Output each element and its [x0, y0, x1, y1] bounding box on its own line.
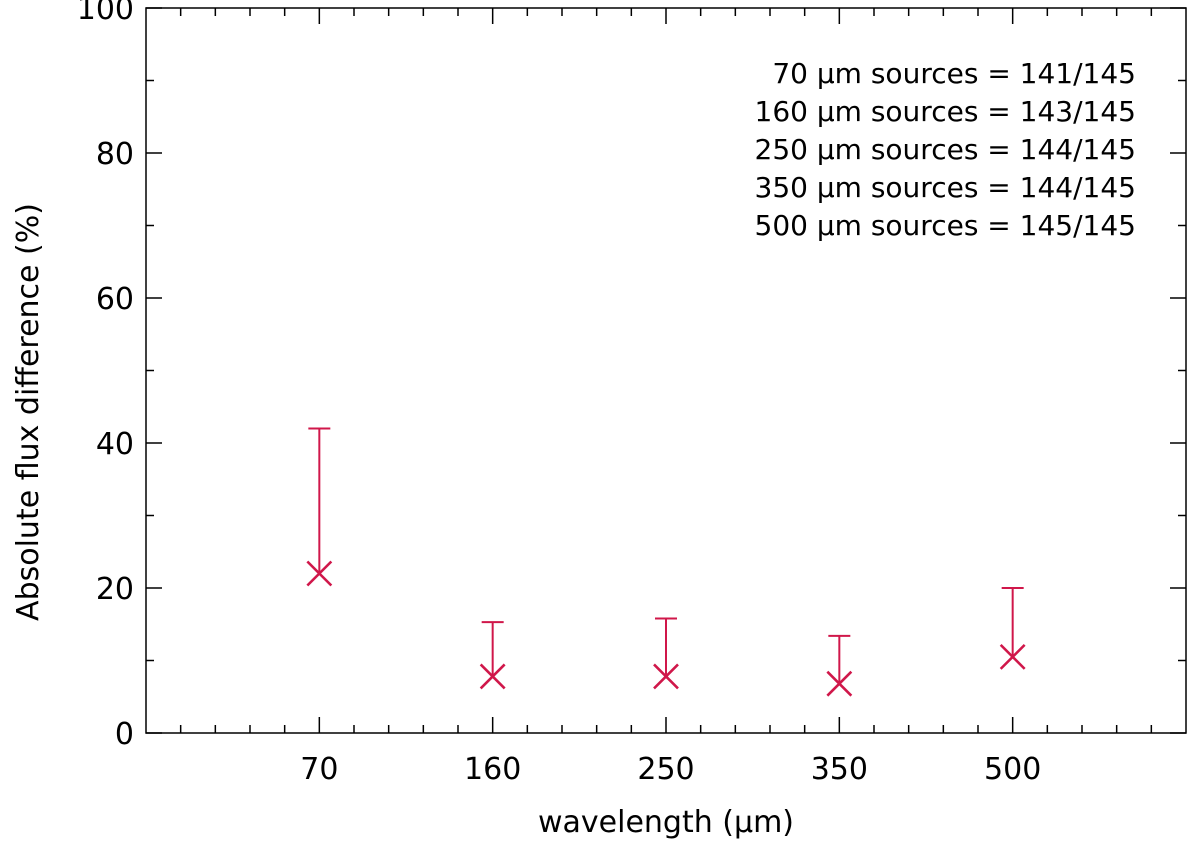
y-tick-label: 100 [77, 0, 134, 27]
data-point [306, 560, 333, 587]
x-tick-label: 250 [637, 752, 694, 787]
data-point [479, 663, 506, 690]
x-tick-label: 70 [300, 752, 338, 787]
data-point [653, 663, 679, 690]
annotation-line: 160 μm sources = 143/145 [755, 95, 1137, 128]
x-tick-label: 500 [984, 752, 1041, 787]
x-tick-label: 350 [811, 752, 868, 787]
annotation-line: 250 μm sources = 144/145 [755, 133, 1137, 166]
data-marks [306, 427, 1026, 697]
y-tick-label: 20 [96, 572, 134, 607]
x-tick-labels: 70 160 250 350 500 [300, 752, 1041, 787]
x-axis-title: wavelength (μm) [538, 805, 794, 840]
y-tick-label: 40 [96, 427, 134, 462]
y-tick-labels: 0 20 40 60 80 100 [77, 0, 134, 752]
data-point [826, 670, 853, 697]
y-axis-title: Absolute flux difference (%) [11, 203, 46, 621]
data-point [999, 643, 1026, 670]
annotation-line: 70 μm sources = 141/145 [772, 57, 1136, 90]
annotation-line: 350 μm sources = 144/145 [755, 171, 1137, 204]
y-tick-label: 80 [96, 137, 134, 172]
annotation-line: 500 μm sources = 145/145 [755, 209, 1137, 242]
annotations: 70 μm sources = 141/145 160 μm sources = … [755, 57, 1137, 242]
y-tick-label: 0 [115, 717, 134, 752]
x-tick-label: 160 [464, 752, 521, 787]
y-tick-label: 60 [96, 282, 134, 317]
axis-ticks [146, 7, 1186, 734]
